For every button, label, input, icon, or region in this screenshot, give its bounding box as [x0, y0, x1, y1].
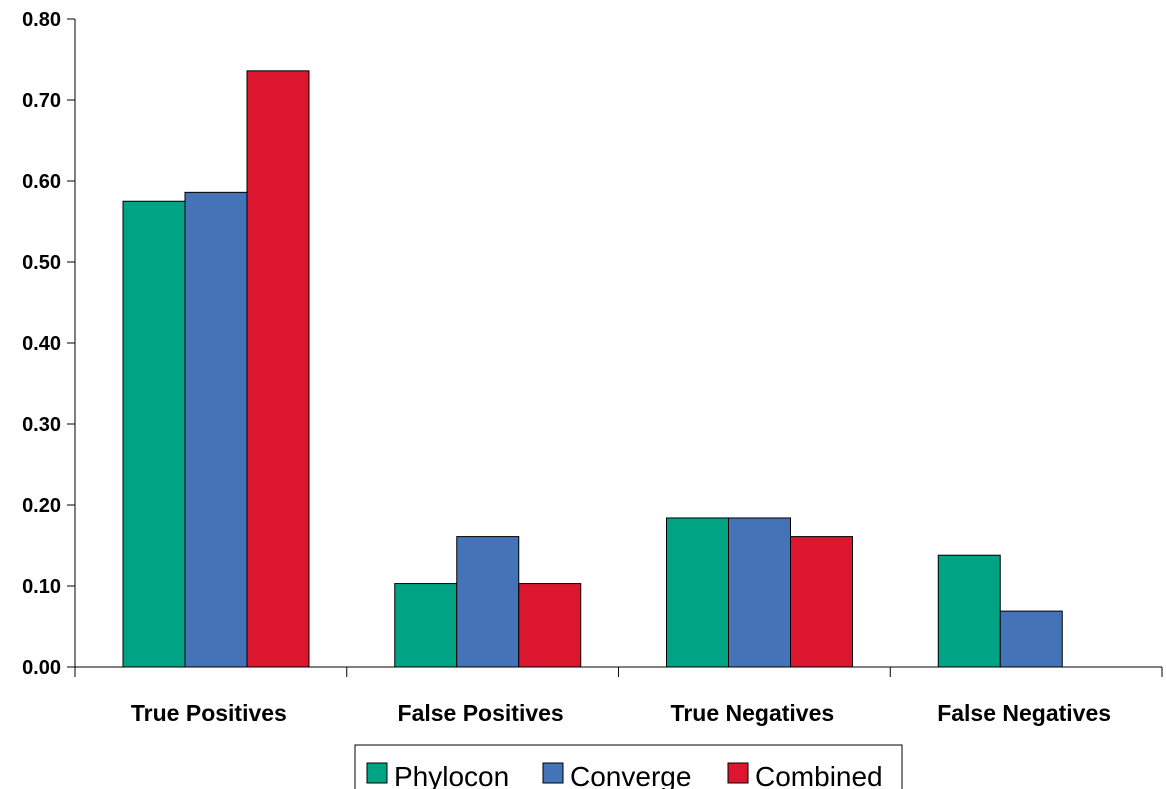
legend-label-combined: Combined: [755, 761, 883, 789]
bar-phylocon-3: [937, 554, 1001, 668]
bar-converge-3: [999, 610, 1063, 668]
bar-combined-0: [246, 70, 310, 668]
x-category-label: False Positives: [398, 700, 564, 726]
y-axis: 0.00 0.10 0.20 0.30 0.40 0.50 0.60 0.70 0.80: [22, 9, 76, 679]
y-tick-label: 0.20: [22, 495, 61, 517]
bar-phylocon-2: [666, 517, 729, 668]
bar-combined-1: [518, 583, 582, 668]
y-tick-label: 0.80: [22, 9, 61, 31]
y-tick-label: 0.30: [22, 414, 61, 436]
y-tick-label: 0.70: [22, 90, 61, 112]
legend-swatch-phylocon: [366, 762, 388, 784]
legend: Phylocon Converge Combined: [354, 744, 903, 789]
bars: [122, 70, 1063, 668]
legend-label-phylocon: Phylocon: [394, 761, 509, 789]
y-tick-label: 0.10: [22, 576, 61, 598]
y-tick-label: 0.00: [22, 657, 61, 679]
bar-combined-2: [790, 536, 853, 668]
legend-label-converge: Converge: [570, 761, 691, 789]
x-category-label: False Negatives: [937, 700, 1111, 726]
legend-swatch-combined: [727, 762, 749, 784]
x-axis: True Positives False Positives True Negati…: [74, 666, 1163, 726]
y-tick-label: 0.60: [22, 171, 61, 193]
x-category-label: True Negatives: [671, 700, 835, 726]
legend-box: [354, 744, 903, 789]
bar-phylocon-1: [394, 583, 458, 668]
bar-phylocon-0: [122, 200, 186, 668]
y-tick-label: 0.50: [22, 252, 61, 274]
bar-converge-0: [184, 191, 248, 668]
bar-converge-1: [456, 536, 520, 668]
legend-swatch-converge: [542, 762, 564, 784]
bar-converge-2: [728, 517, 791, 668]
x-category-label: True Positives: [131, 700, 287, 726]
y-tick-label: 0.40: [22, 333, 61, 355]
